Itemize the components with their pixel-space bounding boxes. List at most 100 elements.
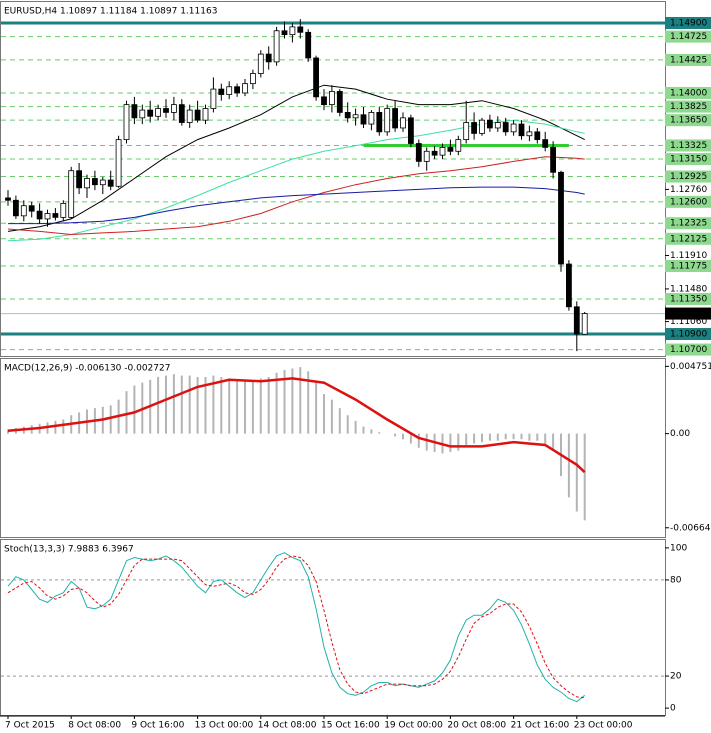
level-label-box [665, 232, 711, 245]
moving-average [7, 84, 585, 232]
level-label: 1.13825 [670, 102, 707, 112]
candle-body [518, 123, 525, 137]
candle-body [392, 108, 399, 129]
level-label: 1.11350 [670, 295, 707, 305]
level-label-box [665, 16, 711, 29]
candle-body [12, 199, 19, 217]
candle-body [423, 150, 430, 162]
candle-body [115, 139, 122, 187]
y-tick-label: -0.006648 [670, 523, 711, 533]
candle-body [155, 108, 162, 117]
candle-body [376, 112, 383, 133]
candle-body [542, 139, 549, 148]
candle-body [463, 122, 470, 141]
candle-body [28, 205, 35, 212]
candle-body [76, 170, 82, 189]
level-label: 1.13325 [670, 141, 707, 151]
candle-body [581, 313, 588, 335]
level-label-box [665, 139, 711, 152]
candle-body [170, 104, 177, 113]
level-label: 1.10700 [670, 345, 707, 355]
panel-title: Stoch(13,3,3) 7.9883 6.3967 [4, 545, 134, 555]
x-tick-label: 9 Oct 16:00 [131, 721, 184, 731]
candle-body [471, 122, 478, 134]
candle-body [52, 213, 59, 218]
candle-body [163, 108, 169, 113]
candle-body [131, 104, 138, 119]
candle-body [313, 57, 320, 98]
candle-body [368, 112, 375, 125]
x-tick-label: 20 Oct 08:00 [447, 721, 506, 731]
level-label: 1.14725 [670, 32, 707, 42]
level-label: 1.13150 [670, 155, 707, 165]
candle-body [305, 31, 312, 59]
candle-body [249, 73, 256, 85]
candle-body [99, 179, 106, 186]
candle-body [92, 178, 98, 186]
x-tick-label: 7 Oct 2015 [5, 721, 55, 731]
level-label: 1.12125 [670, 234, 707, 244]
x-tick-label: 15 Oct 16:00 [321, 721, 380, 731]
candle-body [502, 122, 509, 133]
candle-body [447, 146, 454, 152]
moving-average [7, 156, 585, 236]
x-tick-label: 21 Oct 16:00 [511, 721, 570, 731]
candle-body [20, 205, 27, 217]
x-tick-label: 13 Oct 00:00 [195, 721, 254, 731]
candle-body [344, 112, 351, 119]
level-label-box [665, 328, 711, 341]
candle-body [5, 197, 11, 201]
candle-body [210, 88, 217, 109]
level-label: 1.12600 [670, 197, 707, 207]
candle-body [139, 109, 146, 119]
x-tick-label: 8 Oct 08:00 [68, 721, 121, 731]
candle-body [455, 139, 462, 152]
y-tick-label: 20 [670, 672, 682, 682]
level-label: 1.12925 [670, 172, 707, 182]
candle-body [400, 117, 406, 129]
x-tick-label: 23 Oct 00:00 [574, 721, 633, 731]
candle-body [384, 108, 391, 133]
candle-body [178, 104, 185, 123]
candle-body [147, 109, 154, 117]
level-label: 1.10900 [670, 330, 707, 340]
level-label: 1.12325 [670, 219, 707, 229]
candle-body [123, 104, 130, 141]
candle-body [257, 53, 264, 74]
level-label-box [665, 217, 711, 230]
candle-body [84, 178, 90, 189]
level-label-box [665, 100, 711, 113]
y-tick-label: 1.12760 [670, 185, 707, 195]
level-label: 1.13650 [670, 116, 707, 126]
x-tick-label: 19 Oct 00:00 [384, 721, 443, 731]
moving-average [8, 186, 585, 225]
candle-body [494, 122, 501, 129]
y-tick-label: 0.00 [670, 429, 690, 439]
candle-body [407, 117, 414, 144]
candle-body [242, 83, 248, 94]
y-tick-label: 0 [670, 704, 676, 714]
candle-body [68, 170, 75, 218]
candle-body [202, 108, 209, 121]
panel-title: EURUSD,H4 1.10897 1.11184 1.10897 1.1116… [4, 7, 217, 17]
candle-body [218, 88, 225, 95]
panel-title: MACD(12,26,9) -0.006130 -0.002727 [4, 364, 170, 374]
candle-body [573, 306, 580, 335]
candle-body [44, 213, 51, 220]
candle-body [486, 119, 493, 129]
candle-body [36, 210, 43, 220]
candle-body [265, 53, 272, 63]
candle-body [415, 143, 422, 162]
candle-body [328, 91, 335, 106]
candle-body [186, 109, 193, 123]
candle-body [234, 86, 241, 94]
candle-body [281, 30, 288, 36]
candle-body [360, 114, 367, 125]
stoch-line [7, 552, 586, 703]
level-label: 1.14900 [670, 18, 707, 28]
candle-body [60, 202, 67, 218]
y-tick-label: 1.11060 [670, 317, 707, 327]
stoch-line [7, 555, 585, 699]
candle-body [550, 146, 556, 173]
